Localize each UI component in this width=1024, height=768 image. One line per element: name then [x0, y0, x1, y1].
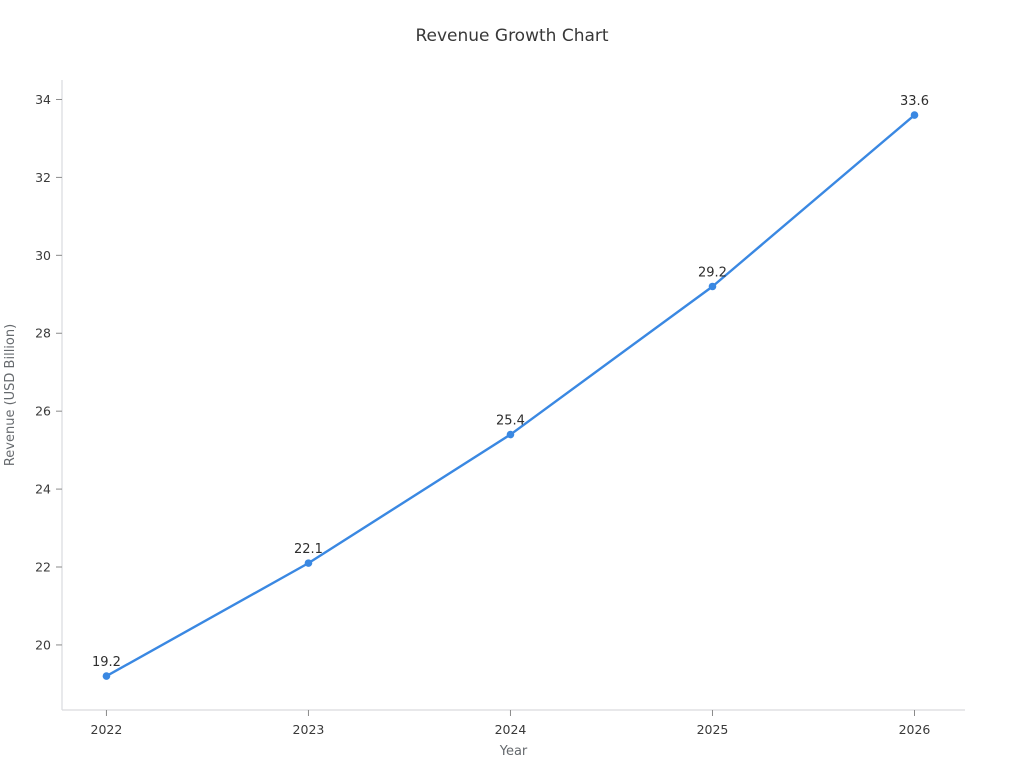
x-tick-label: 2026	[899, 722, 931, 737]
revenue-line	[105, 113, 916, 678]
chart-title: Revenue Growth Chart	[415, 26, 608, 46]
x-tick-label: 2024	[495, 722, 527, 737]
data-point-label: 19.2	[92, 655, 121, 670]
x-tick-label: 2023	[293, 722, 325, 737]
x-axis-title: Year	[499, 744, 528, 759]
x-tick-label: 2025	[697, 722, 729, 737]
y-tick-label: 20	[35, 637, 51, 652]
data-point-marker	[708, 282, 717, 291]
data-point-label: 25.4	[496, 414, 525, 429]
y-tick-label: 24	[35, 482, 51, 497]
x-tick-label: 2022	[91, 722, 123, 737]
y-tick-label: 32	[35, 170, 51, 185]
data-point-marker	[304, 559, 313, 567]
y-axis-title: Revenue (USD Billion)	[3, 324, 18, 466]
y-tick-label: 28	[35, 326, 51, 341]
y-tick-label: 22	[35, 560, 51, 575]
data-point-label: 22.1	[294, 542, 323, 557]
data-point-marker	[910, 111, 919, 119]
data-point-label: 33.6	[900, 94, 929, 109]
y-tick-label: 34	[35, 92, 51, 107]
data-point-marker	[506, 430, 515, 439]
y-tick-label: 26	[35, 404, 51, 419]
data-point-marker	[102, 672, 111, 680]
data-point-label: 29.2	[698, 265, 727, 280]
y-tick-label: 30	[35, 248, 51, 263]
